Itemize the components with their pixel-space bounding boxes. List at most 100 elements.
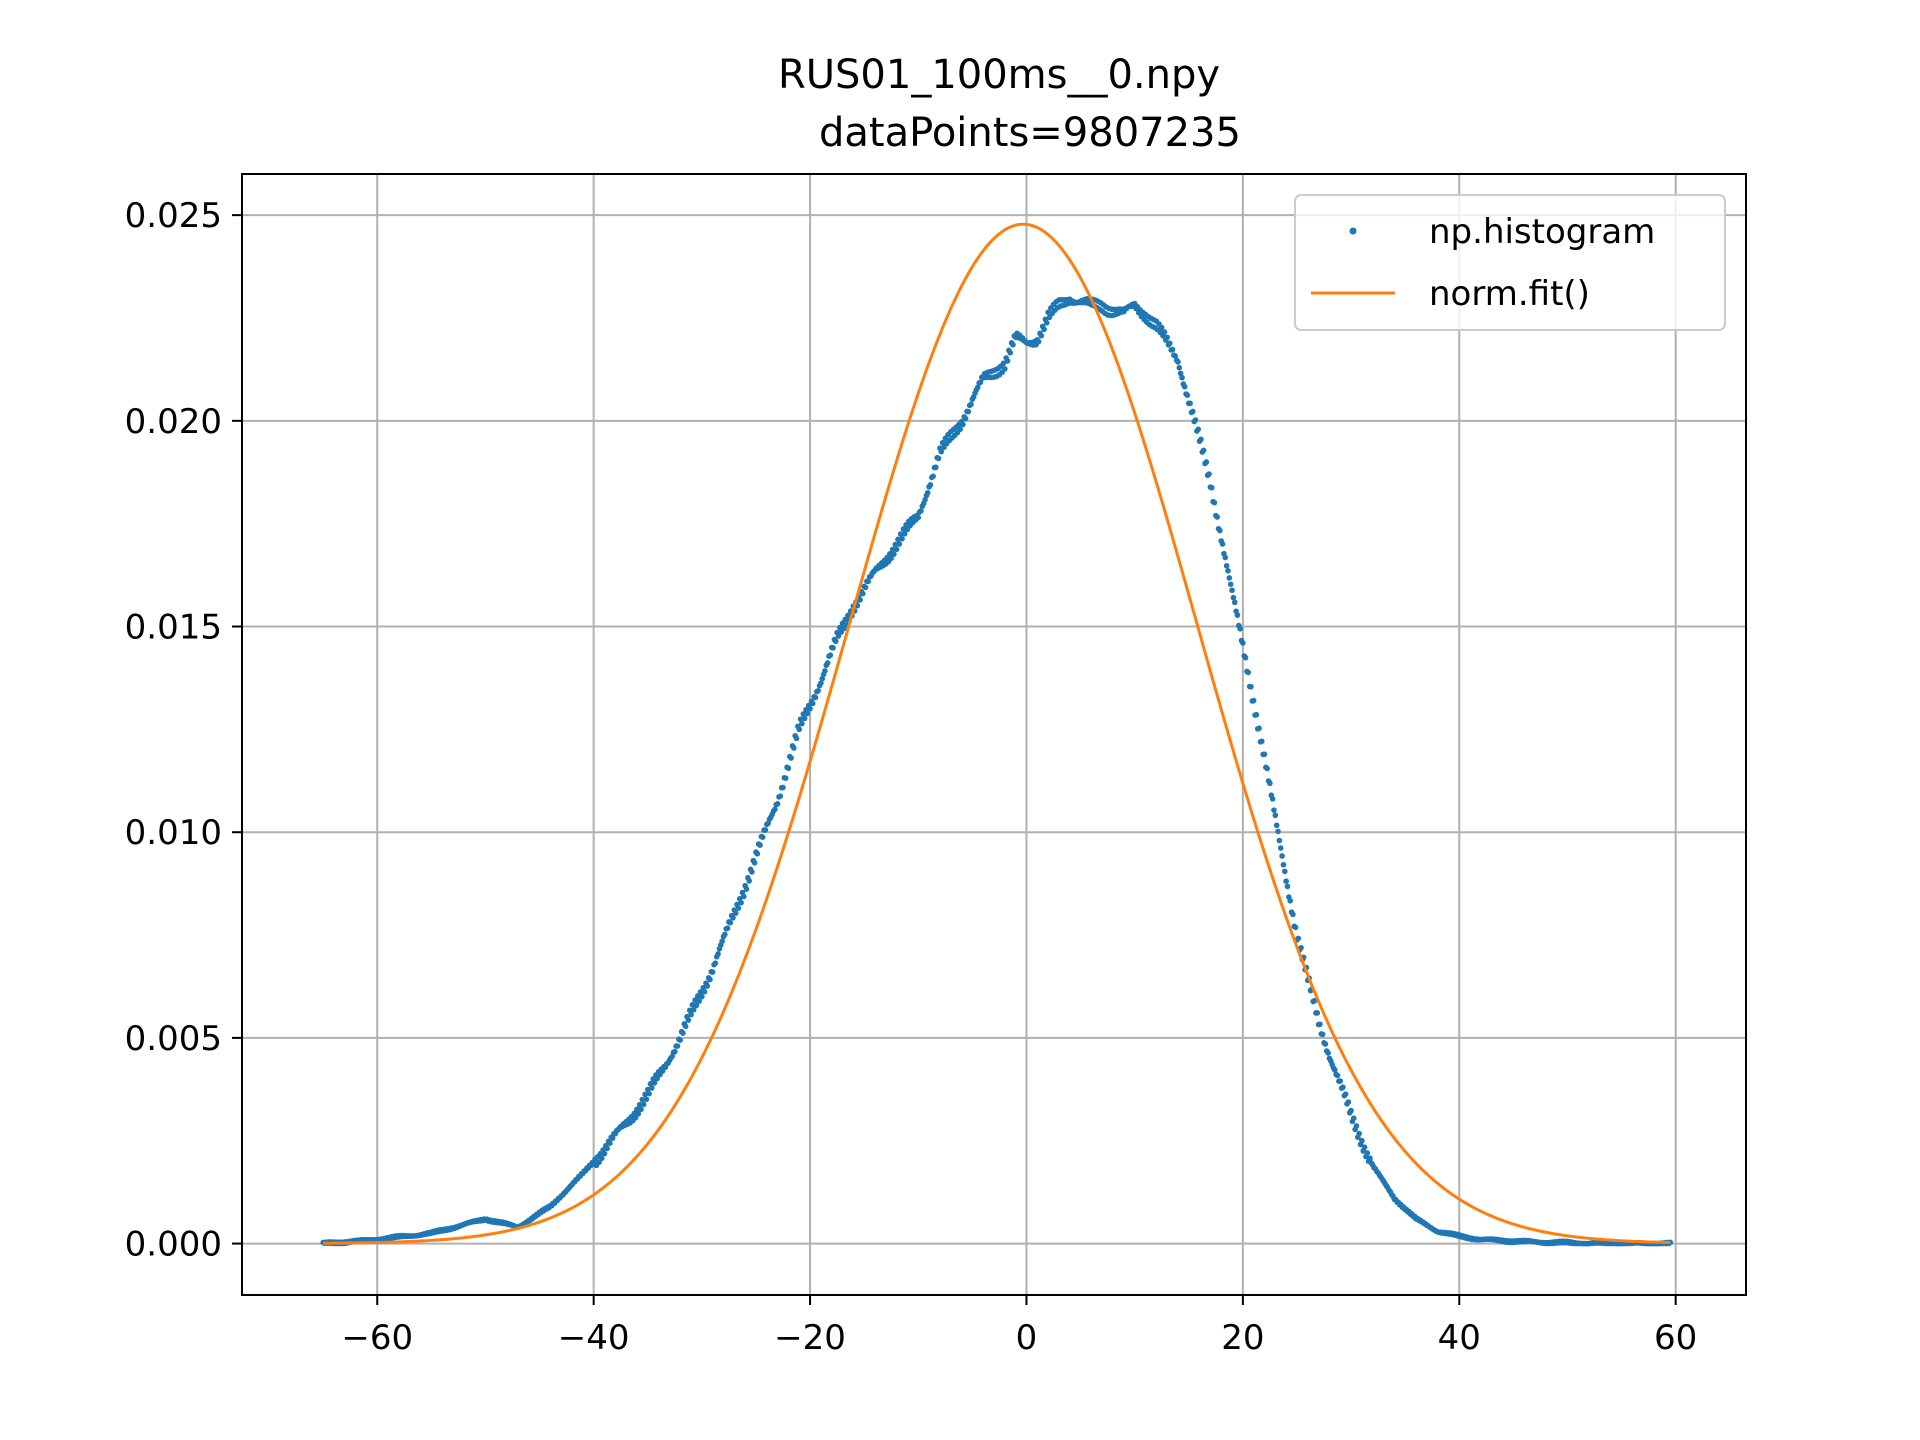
histogram-point	[1267, 780, 1273, 787]
histogram-point	[1222, 554, 1229, 561]
histogram-point	[807, 705, 813, 712]
y-tick-label: 0.000	[125, 1225, 222, 1265]
histogram-point	[796, 726, 803, 733]
histogram-point	[785, 765, 792, 772]
histogram-point	[738, 899, 744, 906]
histogram-point	[1250, 697, 1257, 704]
histogram-point	[922, 497, 928, 503]
histogram-point	[735, 905, 742, 911]
histogram-point	[1231, 599, 1238, 606]
histogram-point	[636, 1101, 643, 1108]
histogram-point	[1261, 751, 1268, 758]
histogram-point	[1176, 364, 1183, 371]
histogram-point	[697, 989, 704, 995]
histogram-point	[977, 379, 984, 386]
histogram-point	[690, 1006, 697, 1013]
histogram-point	[801, 715, 808, 722]
histogram-point	[1322, 1041, 1329, 1047]
histogram-point	[1043, 319, 1050, 326]
histogram-point	[634, 1106, 640, 1113]
histogram-point	[1046, 314, 1053, 321]
histogram-point	[693, 1002, 700, 1009]
histogram-point	[1038, 333, 1045, 339]
histogram-point	[1229, 587, 1235, 594]
histogram-point	[1230, 594, 1237, 601]
histogram-point	[1164, 334, 1170, 341]
histogram-point	[1317, 1021, 1323, 1028]
legend-marker-histogram	[1349, 227, 1357, 235]
y-tick-label: 0.020	[125, 402, 222, 442]
x-tick-label: 60	[1654, 1318, 1697, 1358]
histogram-point	[643, 1096, 650, 1103]
histogram-point	[957, 426, 963, 433]
histogram-point	[1350, 1115, 1357, 1121]
y-tick-label: 0.005	[125, 1019, 222, 1059]
histogram-point	[1041, 326, 1047, 333]
histogram-point	[1237, 625, 1243, 632]
series-norm-fit-line	[323, 222, 1671, 1245]
histogram-point	[857, 597, 863, 603]
histogram-point	[918, 508, 924, 514]
histogram-point	[730, 915, 736, 921]
histogram-point	[935, 455, 942, 462]
histogram-point	[965, 408, 972, 415]
histogram-point	[759, 834, 766, 840]
histogram-point	[1167, 340, 1173, 347]
histogram-point	[862, 584, 869, 591]
histogram-point	[1295, 935, 1302, 942]
histogram-point	[788, 755, 794, 761]
x-tick-label: 40	[1438, 1318, 1481, 1358]
histogram-point	[1219, 541, 1226, 547]
histogram-point	[712, 960, 719, 966]
histogram-point	[927, 482, 934, 488]
histogram-point	[1272, 812, 1279, 819]
histogram-point	[830, 645, 836, 651]
histogram-point	[1158, 324, 1165, 331]
histogram-point	[598, 1155, 605, 1162]
histogram-point	[638, 1106, 644, 1113]
histogram-point	[727, 919, 734, 926]
histogram-point	[674, 1043, 681, 1049]
histogram-point	[893, 546, 900, 553]
histogram-point	[897, 531, 904, 537]
histogram-point	[1227, 581, 1234, 588]
histogram-point	[696, 998, 702, 1004]
axes-frame	[241, 173, 1747, 1296]
histogram-point	[1332, 1067, 1338, 1073]
histogram-point	[1269, 796, 1276, 802]
histogram-point	[672, 1048, 678, 1055]
histogram-point	[1340, 1084, 1346, 1091]
histogram-point	[1195, 426, 1202, 433]
histogram-point	[1177, 370, 1184, 377]
chart-title-line2: dataPoints=9807235	[819, 110, 1241, 156]
y-tick-label: 0.015	[125, 608, 222, 648]
histogram-point	[1279, 853, 1285, 859]
histogram-point	[649, 1085, 655, 1091]
histogram-point	[793, 735, 800, 742]
histogram-point	[740, 893, 747, 900]
histogram-point	[677, 1037, 684, 1043]
x-tick-label: −60	[341, 1318, 413, 1358]
histogram-point	[707, 976, 713, 983]
histogram-point	[1280, 861, 1287, 868]
histogram-point	[688, 1011, 694, 1018]
histogram-point	[815, 688, 821, 694]
histogram-point	[1314, 1010, 1321, 1016]
histogram-point	[1214, 514, 1220, 520]
histogram-point	[757, 842, 763, 848]
histogram-point	[777, 793, 784, 799]
histogram-point	[860, 590, 866, 597]
histogram-point	[818, 680, 824, 687]
histogram-point	[1290, 911, 1296, 918]
histogram-point	[1242, 654, 1249, 661]
histogram-point	[1271, 807, 1277, 813]
histogram-point	[1264, 765, 1271, 772]
histogram-point	[1348, 1107, 1354, 1114]
histogram-point	[604, 1145, 610, 1152]
histogram-point	[640, 1101, 647, 1108]
histogram-point	[900, 526, 907, 532]
histogram-point	[1234, 612, 1241, 618]
histogram-point	[938, 448, 945, 455]
